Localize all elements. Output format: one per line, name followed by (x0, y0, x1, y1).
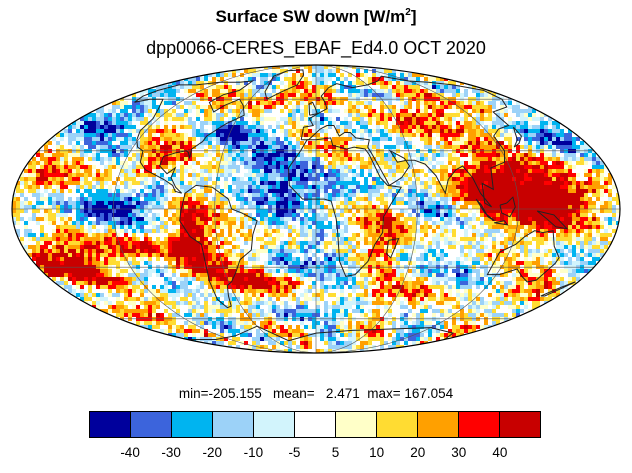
colorbar-swatch (295, 412, 336, 437)
colorbar (89, 411, 541, 438)
colorbar-swatch (131, 412, 172, 437)
colorbar-tick-label: -20 (192, 444, 232, 462)
colorbar-swatch (418, 412, 459, 437)
colorbar-tick-label: -30 (151, 444, 191, 462)
colorbar-tick-label: -10 (233, 444, 273, 462)
colorbar-tick-label: -5 (274, 444, 314, 462)
colorbar-tick-label: 40 (480, 444, 520, 462)
colorbar-swatch (377, 412, 418, 437)
colorbar-tick-label: 30 (439, 444, 479, 462)
colorbar-tick-label: -40 (110, 444, 150, 462)
colorbar-tick-label: 5 (316, 444, 356, 462)
colorbar-swatch (500, 412, 540, 437)
colorbar-swatch (254, 412, 295, 437)
colorbar-tick-label: 10 (357, 444, 397, 462)
colorbar-swatch (172, 412, 213, 437)
colorbar-swatch (90, 412, 131, 437)
field-statistics: min=-205.155 mean= 2.471 max= 167.054 (0, 385, 632, 403)
colorbar-swatch (336, 412, 377, 437)
colorbar-tick-label: 20 (398, 444, 438, 462)
colorbar-swatch (213, 412, 254, 437)
colorbar-swatch (459, 412, 500, 437)
